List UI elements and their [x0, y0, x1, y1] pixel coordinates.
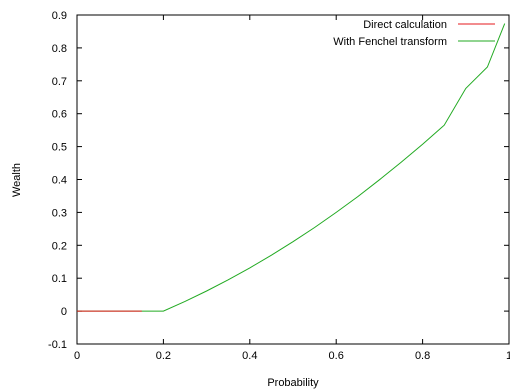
series-line-fenchel-transform	[77, 23, 506, 312]
legend: Direct calculation With Fenchel transform	[333, 19, 495, 48]
y-axis-label: Wealth	[11, 163, 23, 197]
x-tick-label: 0.6	[329, 350, 344, 362]
y-tick-label: 0.2	[52, 240, 67, 252]
legend-label: Direct calculation	[363, 19, 447, 31]
x-axis-label: Probability	[267, 377, 319, 389]
y-tick-labels: -0.1 0 0.1 0.2 0.3 0.4 0.5 0.6 0.7 0.8 0.9	[48, 10, 67, 351]
x-tick-label: 0.8	[415, 350, 430, 362]
y-tick-label: -0.1	[48, 339, 67, 351]
ticks	[76, 14, 510, 345]
x-tick-label: 0.4	[242, 350, 257, 362]
y-tick-label: 0	[61, 306, 67, 318]
x-tick-label: 0	[74, 350, 80, 362]
y-tick-label: 0.9	[52, 10, 67, 22]
y-tick-label: 0.8	[52, 43, 67, 55]
y-tick-label: 0.5	[52, 142, 67, 154]
y-tick-label: 0.4	[52, 175, 67, 187]
x-tick-label: 1	[506, 350, 510, 362]
x-tick-label: 0.2	[156, 350, 171, 362]
x-tick-labels: 0 0.2 0.4 0.6 0.8 1	[74, 350, 510, 362]
y-tick-label: 0.6	[52, 109, 67, 121]
plot-frame	[76, 14, 510, 345]
series-lines	[77, 23, 506, 312]
y-tick-label: 0.3	[52, 207, 67, 219]
y-tick-label: 0.7	[52, 76, 67, 88]
legend-label: With Fenchel transform	[333, 36, 447, 48]
y-tick-label: 0.1	[52, 273, 67, 285]
